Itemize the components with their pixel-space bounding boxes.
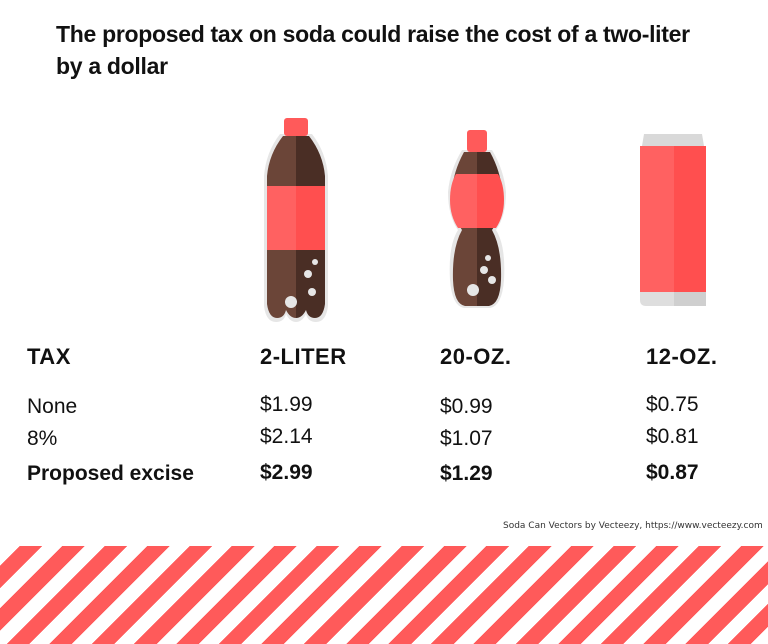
row-label-8pct: 8% — [27, 427, 58, 450]
price-8pct-2-liter: $2.14 — [260, 425, 313, 448]
price-none-20-oz: $0.99 — [440, 395, 493, 418]
row-label-proposed-excise: Proposed excise — [27, 462, 194, 485]
header-12-oz: 12-OZ. — [646, 344, 718, 369]
price-excise-20-oz: $1.29 — [440, 462, 493, 485]
price-excise-12-oz: $0.87 — [646, 461, 699, 484]
decorative-stripes — [0, 546, 768, 644]
page-title: The proposed tax on soda could raise the… — [56, 21, 690, 79]
row-label-none: None — [27, 395, 78, 418]
twelve-oz-can-icon — [640, 134, 706, 306]
price-none-12-oz: $0.75 — [646, 393, 699, 416]
header-2-liter: 2-LITER — [260, 344, 347, 369]
price-excise-2-liter: $2.99 — [260, 461, 313, 484]
price-none-2-liter: $1.99 — [260, 393, 313, 416]
header-20-oz: 20-OZ. — [440, 344, 512, 369]
two-liter-bottle-icon — [264, 118, 328, 322]
header-tax: TAX — [27, 344, 71, 369]
price-8pct-12-oz: $0.81 — [646, 425, 699, 448]
image-credit: Soda Can Vectors by Vecteezy, https://ww… — [503, 521, 763, 531]
price-8pct-20-oz: $1.07 — [440, 427, 493, 450]
twenty-oz-bottle-icon — [448, 130, 506, 308]
